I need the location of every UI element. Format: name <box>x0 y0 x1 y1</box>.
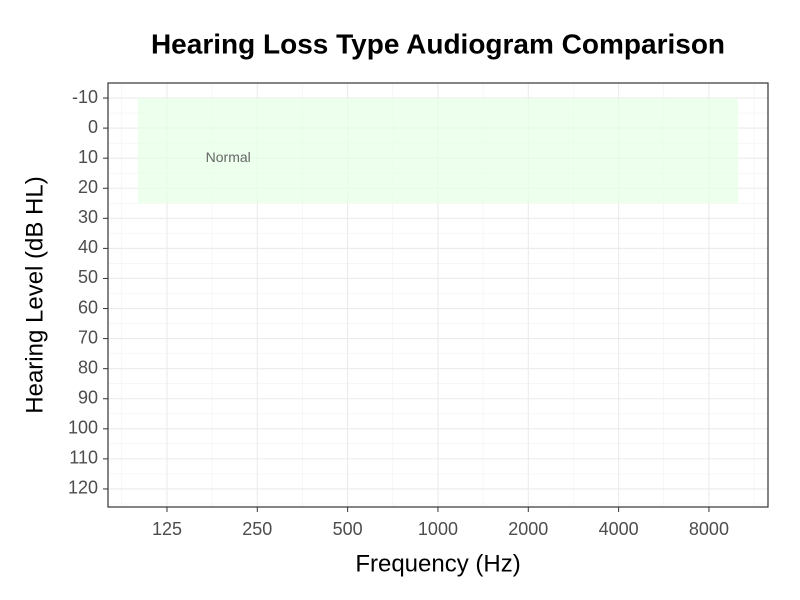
x-axis-title: Frequency (Hz) <box>355 550 520 577</box>
y-tick-label: 70 <box>78 327 98 347</box>
x-tick-label: 4000 <box>599 519 639 539</box>
x-tick-label: 250 <box>242 519 272 539</box>
x-tick-label: 500 <box>333 519 363 539</box>
y-tick-label: 40 <box>78 237 98 257</box>
x-tick-label: 2000 <box>508 519 548 539</box>
y-tick-label: 30 <box>78 207 98 227</box>
y-tick-label: -10 <box>72 87 98 107</box>
y-tick-label: 60 <box>78 297 98 317</box>
y-tick-label: 0 <box>88 117 98 137</box>
annotation: Normal <box>206 149 251 165</box>
y-tick-label: 90 <box>78 387 98 407</box>
x-tick-label: 8000 <box>689 519 729 539</box>
y-tick-label: 100 <box>68 418 98 438</box>
x-tick-label: 125 <box>152 519 182 539</box>
y-tick-label: 50 <box>78 267 98 287</box>
x-tick-label: 1000 <box>418 519 458 539</box>
panel-border <box>107 82 769 508</box>
y-tick-label: 120 <box>68 478 98 498</box>
y-tick-label: 20 <box>78 177 98 197</box>
y-axis-title: Hearing Level (dB HL) <box>21 176 48 413</box>
band <box>137 98 739 204</box>
chart-title: Hearing Loss Type Audiogram Comparison <box>151 28 725 59</box>
y-tick-label: 80 <box>78 357 98 377</box>
y-tick-label: 10 <box>78 147 98 167</box>
y-tick-label: 110 <box>69 448 98 468</box>
